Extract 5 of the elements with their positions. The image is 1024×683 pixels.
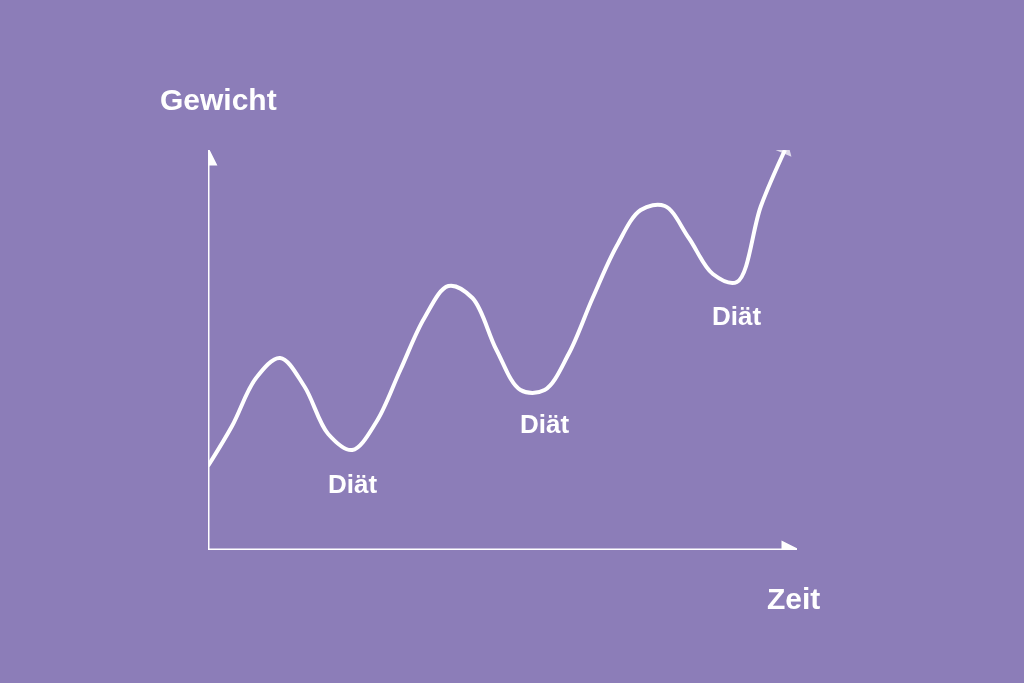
annotation: Diät [520,409,570,439]
x-axis-title: Zeit [767,582,821,615]
annotation: Diät [712,301,762,331]
y-axis-title: Gewicht [160,83,277,116]
annotation: Diät [328,469,378,499]
